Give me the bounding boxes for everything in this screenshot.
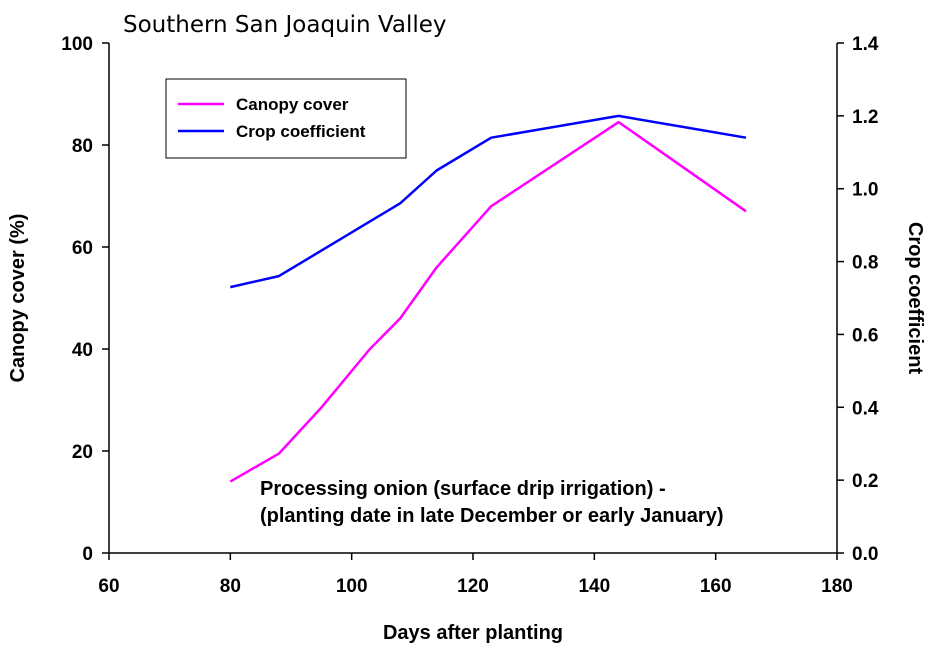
y-tick-label: 60 xyxy=(72,238,93,259)
y2-tick-label: 1.4 xyxy=(852,34,879,55)
y2-tick-label: 1.2 xyxy=(852,107,878,128)
legend-box xyxy=(165,78,407,159)
x-tick-label: 180 xyxy=(821,576,853,597)
y2-tick-label: 0.6 xyxy=(852,325,878,346)
y2-tick-label: 0.4 xyxy=(852,398,879,419)
chart-title: Southern San Joaquin Valley xyxy=(123,12,447,38)
y2-axis-title: Crop coefficient xyxy=(904,222,926,375)
y-axis-title: Canopy cover (%) xyxy=(7,214,29,383)
y-tick-label: 80 xyxy=(72,136,93,157)
y-tick-label: 20 xyxy=(72,442,93,463)
legend-label-canopy-cover: Canopy cover xyxy=(236,95,349,114)
x-tick-label: 160 xyxy=(700,576,732,597)
x-tick-label: 100 xyxy=(336,576,368,597)
y2-tick-label: 0.8 xyxy=(852,253,878,274)
series-line-crop-coefficient xyxy=(230,114,747,289)
y2-tick-label: 0.2 xyxy=(852,471,878,492)
y-tick-label: 40 xyxy=(72,340,93,361)
annotation-line-2: (planting date in late December or early… xyxy=(260,505,723,527)
legend-label-crop-coefficient: Crop coefficient xyxy=(236,122,366,141)
x-axis-title: Days after planting xyxy=(383,622,563,644)
x-tick-label: 120 xyxy=(457,576,489,597)
x-tick-label: 140 xyxy=(578,576,610,597)
x-tick-label: 60 xyxy=(98,576,119,597)
annotation-line-1: Processing onion (surface drip irrigatio… xyxy=(260,478,666,500)
y2-tick-label: 1.0 xyxy=(852,180,878,201)
x-tick-label: 80 xyxy=(220,576,241,597)
y-tick-label: 0 xyxy=(82,544,93,565)
y-tick-label: 100 xyxy=(61,34,93,55)
y2-tick-label: 0.0 xyxy=(852,544,878,565)
legend: Canopy cover Crop coefficient xyxy=(165,78,407,159)
series-line-canopy-cover xyxy=(229,120,747,483)
